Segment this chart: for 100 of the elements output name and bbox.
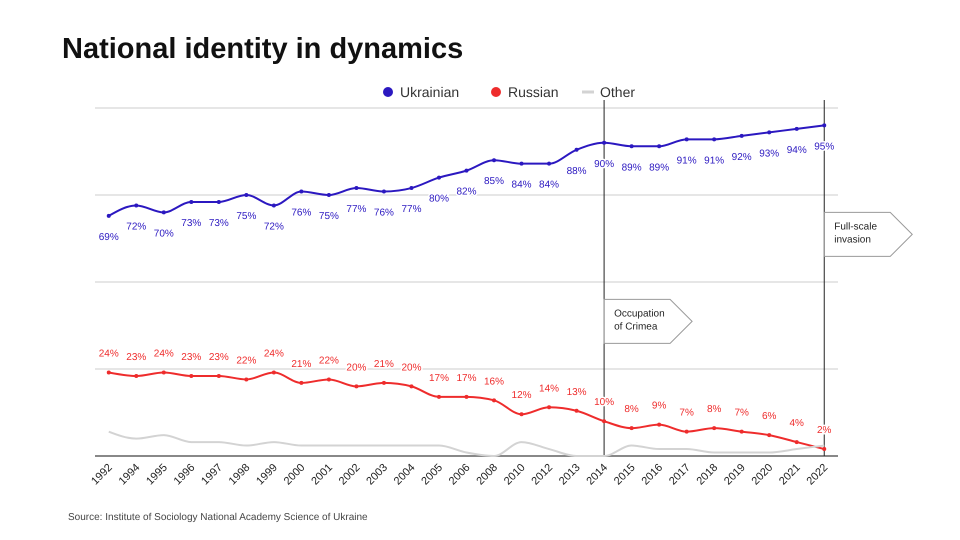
data-label: 24% <box>264 348 284 360</box>
data-label: 84% <box>512 180 532 191</box>
point <box>574 148 579 152</box>
data-label: 75% <box>318 211 340 222</box>
point <box>767 433 772 438</box>
point <box>464 168 468 173</box>
point <box>712 137 716 142</box>
data-label: 13% <box>566 386 587 398</box>
point <box>436 394 441 399</box>
data-label: 91% <box>704 155 724 166</box>
point <box>354 186 358 190</box>
point <box>492 158 496 162</box>
data-label: 20% <box>346 362 367 374</box>
data-label: 24% <box>154 348 174 360</box>
data-label: 76% <box>374 208 394 219</box>
point <box>740 134 744 138</box>
data-label: 70% <box>154 228 174 240</box>
point <box>244 193 248 197</box>
point <box>464 394 468 399</box>
data-label: 22% <box>236 355 256 366</box>
data-label: 85% <box>484 176 504 188</box>
point <box>299 190 304 194</box>
data-label: 82% <box>456 186 477 198</box>
point <box>162 370 166 374</box>
point <box>630 144 634 148</box>
data-label: 92% <box>732 152 752 163</box>
data-label: 4% <box>789 418 804 430</box>
point <box>822 123 826 128</box>
legend-label: Ukrainian <box>400 84 460 100</box>
point <box>189 200 194 204</box>
point <box>547 405 552 410</box>
data-label: 7% <box>679 408 694 419</box>
point <box>684 430 689 434</box>
data-label: 77% <box>401 204 422 216</box>
data-label: 75% <box>236 211 256 222</box>
point <box>326 377 331 382</box>
point <box>657 422 662 427</box>
data-label: 73% <box>181 218 202 229</box>
point <box>767 130 772 134</box>
point <box>382 380 386 385</box>
point <box>520 162 524 166</box>
data-label: 23% <box>126 352 146 363</box>
data-label: 72% <box>264 221 284 232</box>
point <box>134 374 138 378</box>
point <box>272 370 276 374</box>
point <box>630 426 634 430</box>
data-label: 22% <box>318 355 340 366</box>
data-label: 89% <box>649 162 670 174</box>
chart-title: National identity in dynamics <box>62 33 464 65</box>
point <box>822 447 826 452</box>
data-label: 8% <box>706 404 722 416</box>
legend-label: Other <box>600 84 636 100</box>
data-label: 77% <box>346 204 367 216</box>
point <box>794 126 799 131</box>
data-label: 73% <box>208 218 229 229</box>
point <box>326 193 331 197</box>
point <box>134 203 138 208</box>
data-label: 21% <box>291 358 312 370</box>
point <box>244 377 248 382</box>
data-label: 88% <box>566 166 587 177</box>
point <box>189 374 194 378</box>
point <box>106 370 111 374</box>
point <box>520 412 524 416</box>
point <box>794 440 799 444</box>
data-label: 24% <box>98 348 119 360</box>
point <box>409 186 414 190</box>
data-label: 23% <box>181 352 202 363</box>
data-label: 91% <box>676 155 697 166</box>
data-label: 21% <box>374 358 394 370</box>
point <box>272 203 276 208</box>
data-label: 89% <box>622 162 642 174</box>
data-label: 94% <box>786 144 807 156</box>
data-label: 17% <box>456 372 477 384</box>
ref-line-label: Full-scale invasion <box>834 221 878 246</box>
data-label: 69% <box>98 232 119 243</box>
data-label: 6% <box>762 411 777 422</box>
point <box>684 137 689 142</box>
point <box>354 384 358 388</box>
point <box>106 214 111 218</box>
point <box>547 162 552 166</box>
point <box>602 140 606 145</box>
point <box>712 426 716 430</box>
data-label: 9% <box>652 400 666 412</box>
point <box>216 374 221 378</box>
data-label: 7% <box>734 408 750 419</box>
data-label: 14% <box>539 383 560 394</box>
point <box>382 190 386 194</box>
legend-label: Russian <box>508 84 559 100</box>
point <box>657 144 662 148</box>
point <box>409 384 414 388</box>
data-label: 93% <box>759 148 780 160</box>
data-label: 84% <box>539 180 560 191</box>
data-label: 12% <box>512 390 532 402</box>
data-label: 80% <box>428 194 450 205</box>
data-label: 17% <box>428 372 450 384</box>
data-label: 16% <box>484 376 504 388</box>
data-label: 23% <box>208 352 229 363</box>
point <box>740 430 744 434</box>
ref-line-label: Occupation of Crimea <box>614 308 665 332</box>
data-label: 72% <box>126 221 146 232</box>
